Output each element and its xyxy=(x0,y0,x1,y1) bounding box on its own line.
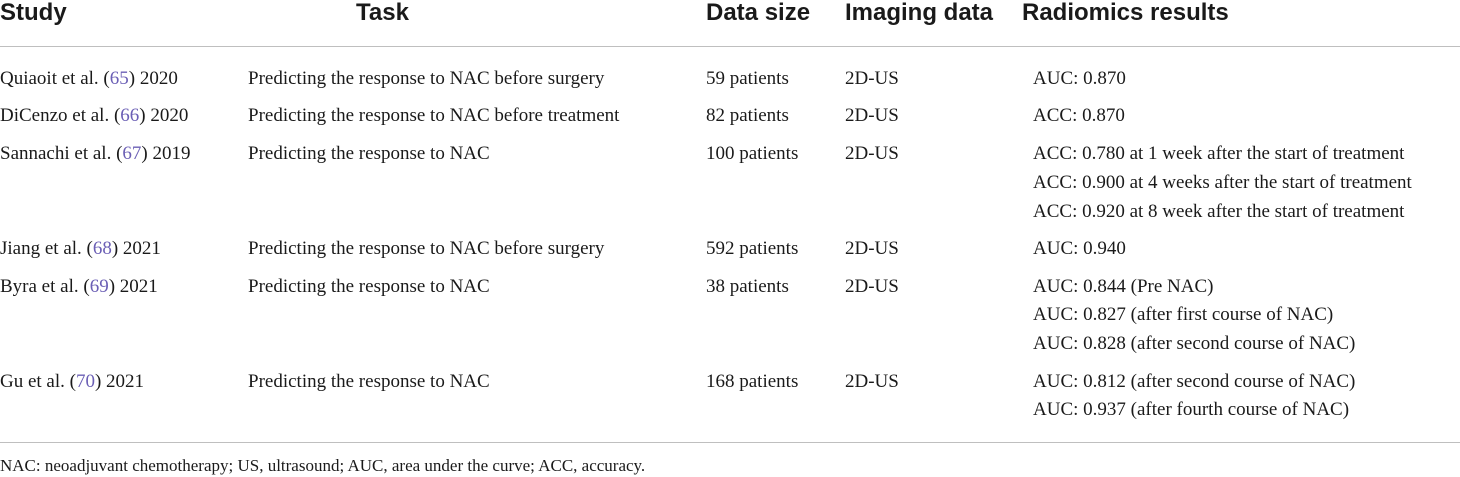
data-size-cell: 59 patients xyxy=(706,68,789,89)
result-line: AUC: 0.828 (after second course of NAC) xyxy=(1033,333,1356,354)
task-cell: Predicting the response to NAC before su… xyxy=(248,238,605,259)
task-cell: Predicting the response to NAC xyxy=(248,371,490,392)
result-line: AUC: 0.812 (after second course of NAC) xyxy=(1033,371,1356,392)
header-imaging-data: Imaging data xyxy=(845,0,994,26)
reference-link[interactable]: 66 xyxy=(120,105,140,126)
imaging-cell: 2D-US xyxy=(845,143,899,164)
header-rule xyxy=(0,46,1460,47)
reference-link[interactable]: 67 xyxy=(122,143,142,164)
data-size-cell: 168 patients xyxy=(706,371,799,392)
study-cell: Quiaoit et al. (65) 2020 xyxy=(0,68,178,89)
imaging-cell: 2D-US xyxy=(845,238,899,259)
result-line: ACC: 0.870 xyxy=(1033,105,1125,126)
result-line: AUC: 0.844 (Pre NAC) xyxy=(1033,276,1214,297)
data-size-cell: 100 patients xyxy=(706,143,799,164)
reference-link[interactable]: 65 xyxy=(109,68,129,89)
header-data-size: Data size xyxy=(706,0,811,26)
data-size-cell: 592 patients xyxy=(706,238,799,259)
result-line: ACC: 0.920 at 8 week after the start of … xyxy=(1033,201,1405,222)
study-cell: Jiang et al. (68) 2021 xyxy=(0,238,161,259)
task-cell: Predicting the response to NAC xyxy=(248,143,490,164)
data-size-cell: 82 patients xyxy=(706,105,789,126)
reference-link[interactable]: 69 xyxy=(89,276,109,297)
result-line: ACC: 0.900 at 4 weeks after the start of… xyxy=(1033,172,1412,193)
reference-link[interactable]: 68 xyxy=(92,238,112,259)
header-task: Task xyxy=(356,0,409,26)
table-footnote: NAC: neoadjuvant chemotherapy; US, ultra… xyxy=(0,456,646,475)
study-cell: Byra et al. (69) 2021 xyxy=(0,276,158,297)
result-line: AUC: 0.827 (after first course of NAC) xyxy=(1033,304,1334,325)
header-study: Study xyxy=(0,0,67,26)
study-cell: Sannachi et al. (67) 2019 xyxy=(0,143,191,164)
header-radiomics-results: Radiomics results xyxy=(1022,0,1229,26)
result-line: AUC: 0.870 xyxy=(1033,68,1126,89)
result-line: AUC: 0.940 xyxy=(1033,238,1126,259)
data-size-cell: 38 patients xyxy=(706,276,789,297)
task-cell: Predicting the response to NAC before tr… xyxy=(248,105,620,126)
study-cell: Gu et al. (70) 2021 xyxy=(0,371,145,392)
footer-rule xyxy=(0,442,1460,443)
task-cell: Predicting the response to NAC xyxy=(248,276,490,297)
reference-link[interactable]: 70 xyxy=(75,371,95,392)
imaging-cell: 2D-US xyxy=(845,371,899,392)
task-cell: Predicting the response to NAC before su… xyxy=(248,68,605,89)
imaging-cell: 2D-US xyxy=(845,276,899,297)
result-line: AUC: 0.937 (after fourth course of NAC) xyxy=(1033,399,1350,420)
result-line: ACC: 0.780 at 1 week after the start of … xyxy=(1033,143,1405,164)
imaging-cell: 2D-US xyxy=(845,105,899,126)
study-cell: DiCenzo et al. (66) 2020 xyxy=(0,105,189,126)
imaging-cell: 2D-US xyxy=(845,68,899,89)
